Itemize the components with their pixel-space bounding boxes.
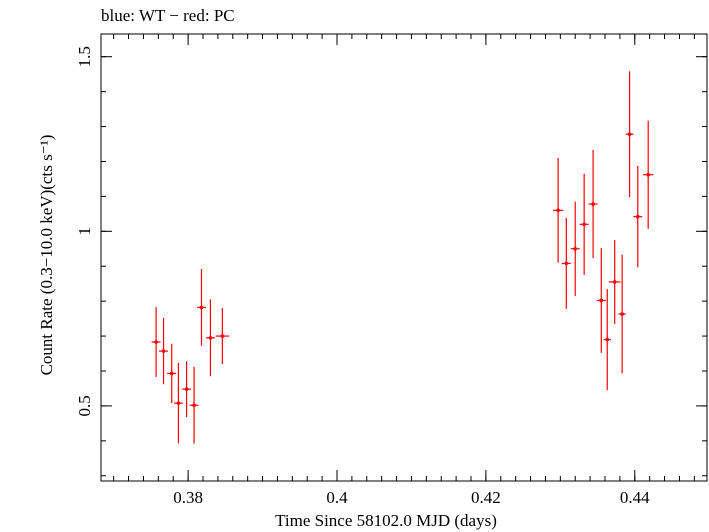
data-point xyxy=(605,337,610,342)
data-point xyxy=(176,401,181,405)
data-point xyxy=(199,305,204,310)
y-tick-label: 1.5 xyxy=(75,46,94,67)
x-axis-label: Time Since 58102.0 MJD (days) xyxy=(275,511,497,530)
data-point xyxy=(220,334,225,338)
plot-area: 0.38 0.4 0.42 0.44 0.5 1 1.5 xyxy=(75,33,708,507)
data-point xyxy=(591,202,595,206)
y-tick-label: 1 xyxy=(75,227,94,236)
x-tick-label: 0.4 xyxy=(326,488,348,507)
y-axis-label: Count Rate (0.3−10.0 keV)(cts s⁻¹) xyxy=(37,135,56,376)
data-point xyxy=(599,298,604,303)
plot-frame xyxy=(100,33,708,482)
x-tick-label: 0.42 xyxy=(471,488,501,507)
data-point xyxy=(635,214,640,219)
data-point xyxy=(169,371,174,376)
data-point xyxy=(208,336,213,340)
data-point xyxy=(564,261,569,266)
data-point xyxy=(184,387,189,391)
x-tick-label: 0.38 xyxy=(173,488,203,507)
data-point xyxy=(556,208,560,213)
chart-title: blue: WT − red: PC xyxy=(101,6,235,25)
data-point xyxy=(620,312,624,316)
data-point xyxy=(161,349,166,353)
data-point xyxy=(154,340,158,344)
data-point xyxy=(612,280,617,284)
data-point xyxy=(192,403,196,408)
x-tick-label: 0.44 xyxy=(620,488,650,507)
data-point xyxy=(627,132,632,137)
y-tick-label: 0.5 xyxy=(75,395,94,416)
data-point xyxy=(573,246,578,251)
data-point xyxy=(582,222,586,227)
data-point xyxy=(646,172,650,177)
